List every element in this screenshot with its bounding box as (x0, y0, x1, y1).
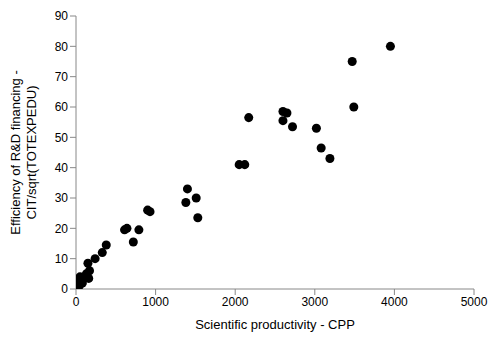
svg-text:3000: 3000 (301, 295, 328, 309)
svg-text:40: 40 (55, 161, 69, 175)
svg-text:30: 30 (55, 191, 69, 205)
svg-text:70: 70 (55, 70, 69, 84)
svg-text:0: 0 (73, 295, 80, 309)
svg-text:5000: 5000 (461, 295, 488, 309)
svg-text:2000: 2000 (222, 295, 249, 309)
svg-text:20: 20 (55, 222, 69, 236)
svg-text:90: 90 (55, 9, 69, 23)
svg-text:10: 10 (55, 252, 69, 266)
svg-text:0: 0 (61, 282, 68, 296)
svg-text:4000: 4000 (381, 295, 408, 309)
svg-text:Scientific productivity - CPP: Scientific productivity - CPP (195, 317, 355, 332)
svg-text:Efficiency of R&D financing -: Efficiency of R&D financing -CIT/sqrt(TO… (8, 70, 39, 235)
svg-text:1000: 1000 (142, 295, 169, 309)
svg-text:50: 50 (55, 131, 69, 145)
svg-text:60: 60 (55, 100, 69, 114)
svg-text:80: 80 (55, 40, 69, 54)
